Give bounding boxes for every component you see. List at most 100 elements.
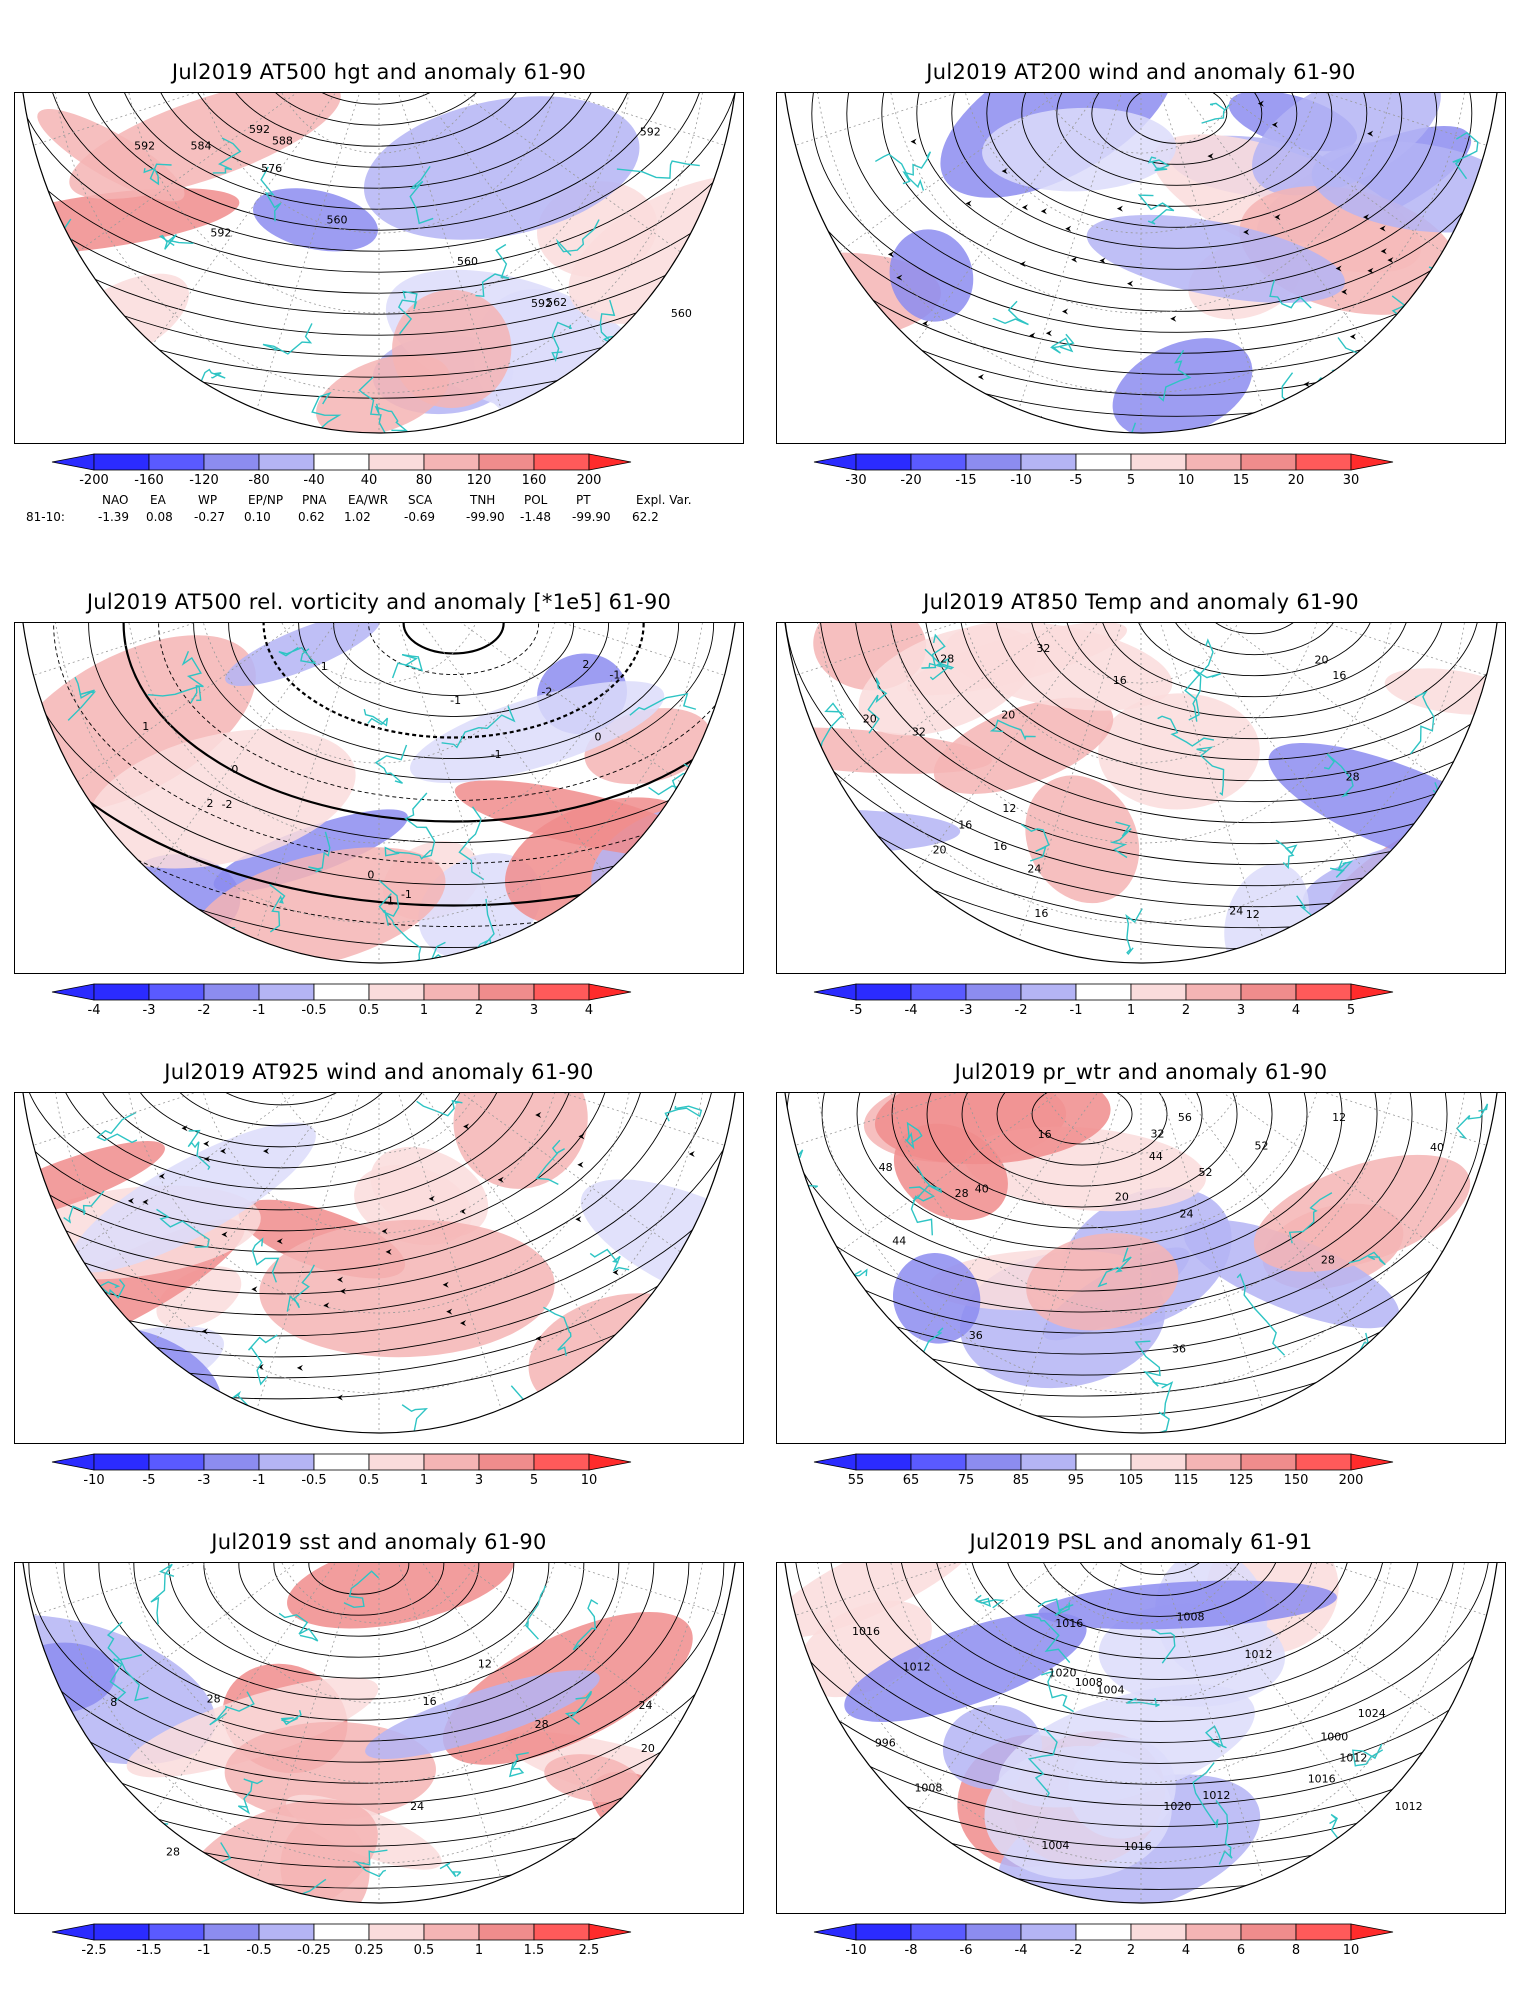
negative-anomaly-region — [1086, 214, 1345, 304]
colorbar-segment — [1130, 1923, 1187, 1941]
map-panel-wind: Jul2019 AT200 wind and anomaly 61-90 -30-… — [776, 60, 1508, 500]
index-name: EP/NP — [248, 493, 284, 507]
coastline — [833, 1808, 876, 1878]
map-disc — [781, 93, 1501, 433]
colorbar-tick-label: 40 — [361, 473, 378, 488]
colorbar: -30 -20 -15 -10 -5 5 10 15 20 30 — [776, 450, 1506, 496]
wind-arrow — [977, 374, 984, 381]
colorbar-segment — [478, 983, 535, 1001]
coastline — [1157, 715, 1215, 747]
colorbar-tick-label: -15 — [955, 473, 976, 488]
colorbar-left-arrow — [813, 983, 857, 1001]
contour-line — [220, 93, 532, 147]
wind-arrow — [497, 1176, 504, 1183]
index-value: 0.62 — [298, 510, 325, 524]
colorbar-segment — [1185, 983, 1242, 1001]
meridian-line — [236, 1563, 380, 1903]
wind-arrow — [1045, 330, 1052, 337]
contour-line — [19, 1093, 739, 1400]
map-panel-wind2: Jul2019 AT925 wind and anomaly 61-90 -10-… — [14, 1060, 746, 1500]
coastline — [1109, 821, 1132, 859]
index-name: PT — [576, 493, 591, 507]
meridian-line — [236, 1093, 380, 1433]
colorbar-segment — [203, 1453, 260, 1471]
coastline — [696, 948, 716, 963]
colorbar-segment — [965, 1923, 1022, 1941]
wind-arrow — [201, 1328, 208, 1335]
meridian-line — [1140, 1093, 1284, 1433]
colorbar-segment — [533, 1923, 590, 1941]
colorbar-tick-label: 95 — [1068, 1473, 1085, 1488]
contour-line — [794, 1563, 1501, 1764]
coastline — [1147, 156, 1170, 172]
coastline — [286, 1264, 315, 1312]
index-name: EA/WR — [348, 493, 389, 507]
coastline — [613, 1376, 672, 1420]
contour-label: 16 — [423, 1695, 437, 1708]
index-value: -99.90 — [572, 510, 611, 524]
contour-line — [19, 1563, 739, 1826]
wind-arrow — [381, 1228, 388, 1235]
colorbar-right-arrow — [588, 1923, 632, 1941]
coastline — [924, 648, 955, 681]
contour-line — [333, 623, 575, 696]
panel-title: Jul2019 AT850 Temp and anomaly 61-90 — [923, 590, 1359, 614]
wind-arrow — [1367, 130, 1374, 137]
coastline — [353, 1849, 388, 1878]
colorbar-tick-label: 8 — [1292, 1943, 1300, 1958]
wind-arrow — [830, 403, 837, 410]
colorbar-tick-label: 15 — [1233, 473, 1250, 488]
contour-line — [783, 623, 1501, 887]
contour-label: 996 — [875, 1737, 896, 1750]
coastline — [1275, 839, 1298, 870]
coastline — [695, 1362, 719, 1398]
contour-line — [781, 1563, 1501, 1890]
contour-label: 1008 — [914, 1781, 942, 1794]
colorbar: -10 -8 -6 -4 -2 2 4 6 8 10 — [776, 1920, 1506, 1966]
contour-label: 16 — [958, 819, 972, 832]
contour-label: 0 — [595, 731, 602, 744]
contour-line — [195, 1093, 367, 1106]
colorbar-tick-label: 30 — [1343, 473, 1360, 488]
contour-label: 52 — [1199, 1166, 1213, 1179]
colorbar-tick-label: -2 — [198, 1003, 211, 1018]
coastline — [374, 744, 408, 784]
colorbar-segment — [1295, 1453, 1352, 1471]
colorbar-tick-label: -8 — [905, 1943, 918, 1958]
wind-arrow — [460, 1320, 467, 1327]
colorbar-segment — [965, 1453, 1022, 1471]
coastline — [1452, 131, 1479, 180]
contour-line — [1168, 623, 1340, 656]
coastline — [391, 653, 424, 679]
coastline — [248, 1334, 278, 1386]
wind-arrow — [1271, 121, 1278, 128]
contour-line — [19, 93, 739, 336]
wind-arrow — [680, 1264, 687, 1271]
contour-line — [916, 93, 1438, 270]
colorbar-segment — [1075, 1923, 1132, 1941]
contour-line — [160, 1093, 402, 1127]
coastline — [874, 153, 925, 191]
index-value: -0.27 — [194, 510, 226, 524]
map-frame: 24 28 8 12 16 20 28 24 28 — [14, 1562, 744, 1914]
coastline — [1351, 1743, 1384, 1767]
coastline — [1269, 279, 1312, 309]
coastline — [989, 719, 1036, 741]
coastline — [963, 404, 984, 433]
colorbar-segment — [478, 1923, 535, 1941]
contour-label: 52 — [1254, 1140, 1268, 1153]
coastline — [187, 1129, 211, 1170]
contour-line — [125, 1093, 437, 1148]
meridian-line — [378, 623, 650, 936]
colorbar-right-arrow — [588, 1453, 632, 1471]
wind-arrow — [1127, 280, 1134, 287]
contour-label: 32 — [1151, 1127, 1165, 1140]
contour-line — [262, 623, 645, 739]
coastline — [33, 1753, 51, 1790]
contour-label: 56 — [1178, 1111, 1192, 1124]
colorbar: -2.5 -1.5 -1 -0.5 -0.25 0.25 0.5 1 1.5 2.5 — [14, 1920, 744, 1966]
contour-line — [308, 1563, 410, 1595]
colorbar-tick-label: -0.5 — [301, 1003, 326, 1018]
contour-label: 560 — [457, 255, 478, 268]
colorbar-tick-label: 0.5 — [359, 1473, 380, 1488]
